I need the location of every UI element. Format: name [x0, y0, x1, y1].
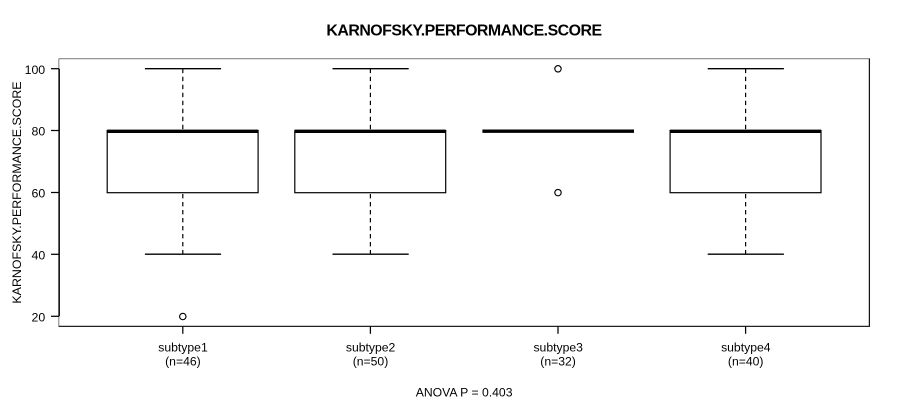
svg-text:20: 20: [31, 310, 45, 324]
svg-text:60: 60: [31, 187, 45, 201]
svg-text:(n=32): (n=32): [540, 355, 576, 369]
svg-text:80: 80: [31, 125, 45, 139]
svg-text:KARNOFSKY.PERFORMANCE.SCORE: KARNOFSKY.PERFORMANCE.SCORE: [326, 23, 601, 40]
svg-text:KARNOFSKY.PERFORMANCE.SCORE: KARNOFSKY.PERFORMANCE.SCORE: [10, 81, 24, 303]
svg-text:100: 100: [25, 63, 46, 77]
svg-text:(n=50): (n=50): [353, 355, 389, 369]
svg-text:subtype4: subtype4: [721, 341, 771, 355]
svg-text:(n=40): (n=40): [728, 355, 764, 369]
svg-text:subtype3: subtype3: [533, 341, 583, 355]
svg-text:40: 40: [31, 248, 45, 262]
svg-text:(n=46): (n=46): [165, 355, 201, 369]
svg-text:subtype2: subtype2: [346, 341, 396, 355]
svg-text:ANOVA P = 0.403: ANOVA P = 0.403: [416, 386, 513, 400]
svg-text:subtype1: subtype1: [158, 341, 208, 355]
